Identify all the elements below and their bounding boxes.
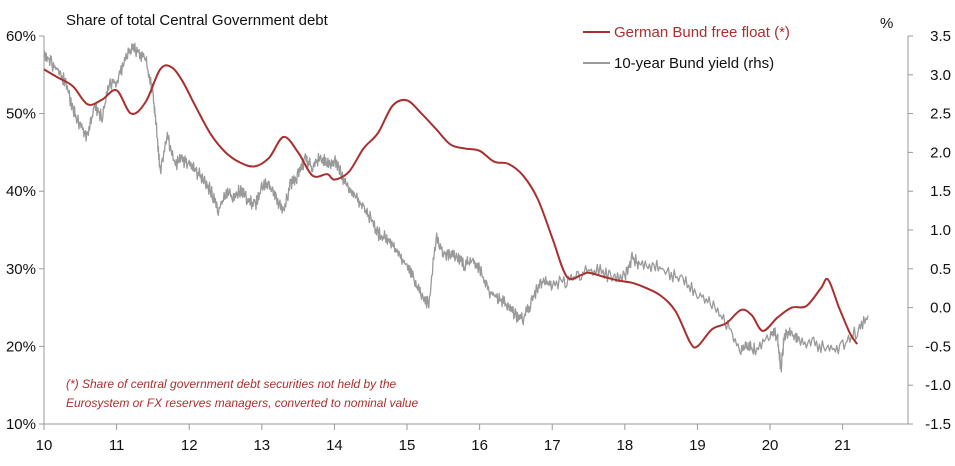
right-tick-label: 0.0 <box>930 300 951 317</box>
x-tick-label: 18 <box>616 437 633 454</box>
x-tick-label: 21 <box>834 437 851 454</box>
series-line-free-float <box>43 64 859 349</box>
legend: German Bund free float (*) 10-year Bund … <box>583 24 790 72</box>
x-tick-label: 17 <box>544 437 561 454</box>
footnote-line-1: (*) Share of central government debt sec… <box>66 377 397 391</box>
axes <box>43 36 909 425</box>
footnote-line-2: Eurosystem or FX reserves managers, conv… <box>66 396 418 410</box>
legend-label-yield: 10-year Bund yield (rhs) <box>614 55 774 72</box>
series-layer <box>43 42 869 373</box>
right-tick-label: 3.5 <box>930 28 951 45</box>
left-tick-label: 60% <box>6 28 36 45</box>
right-tick-label: 0.5 <box>930 261 951 278</box>
left-axis-ticks: 10% 20% 30% 40% 50% 60% <box>6 28 44 433</box>
left-tick-label: 20% <box>6 338 36 355</box>
right-axis-ticks: -1.5 -1.0 -0.5 0.0 0.5 1.0 1.5 2.0 2.5 3.0 3.5 <box>908 28 951 433</box>
legend-label-free-float: German Bund free float (*) <box>614 24 790 41</box>
x-axis-ticks: 10 11 12 13 14 15 16 17 18 19 20 21 <box>36 424 851 454</box>
x-tick-label: 16 <box>471 437 488 454</box>
x-tick-label: 13 <box>253 437 270 454</box>
left-tick-label: 50% <box>6 106 36 123</box>
left-tick-label: 10% <box>6 416 36 433</box>
right-tick-label: -1.0 <box>925 377 951 394</box>
right-tick-label: -0.5 <box>925 338 951 355</box>
x-tick-label: 19 <box>689 437 706 454</box>
right-tick-label: -1.5 <box>925 416 951 433</box>
x-tick-label: 15 <box>399 437 416 454</box>
x-tick-label: 14 <box>326 437 343 454</box>
right-tick-label: 1.5 <box>930 183 951 200</box>
series-line-yield <box>43 42 869 373</box>
right-tick-label: 2.0 <box>930 144 951 161</box>
right-tick-label: 1.0 <box>930 222 951 239</box>
chart-title: Share of total Central Government debt <box>66 12 329 29</box>
right-axis-unit: % <box>880 15 893 32</box>
footnote: (*) Share of central government debt sec… <box>66 377 418 410</box>
x-tick-label: 10 <box>36 437 53 454</box>
right-tick-label: 3.0 <box>930 67 951 84</box>
left-tick-label: 30% <box>6 261 36 278</box>
right-tick-label: 2.5 <box>930 106 951 123</box>
x-tick-label: 11 <box>109 437 125 454</box>
x-tick-label: 12 <box>181 437 198 454</box>
x-tick-label: 20 <box>762 437 779 454</box>
left-tick-label: 40% <box>6 183 36 200</box>
